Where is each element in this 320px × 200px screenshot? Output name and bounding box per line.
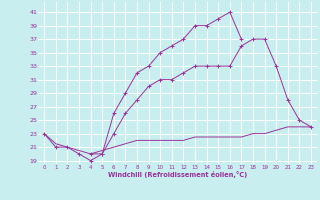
X-axis label: Windchill (Refroidissement éolien,°C): Windchill (Refroidissement éolien,°C) (108, 171, 247, 178)
